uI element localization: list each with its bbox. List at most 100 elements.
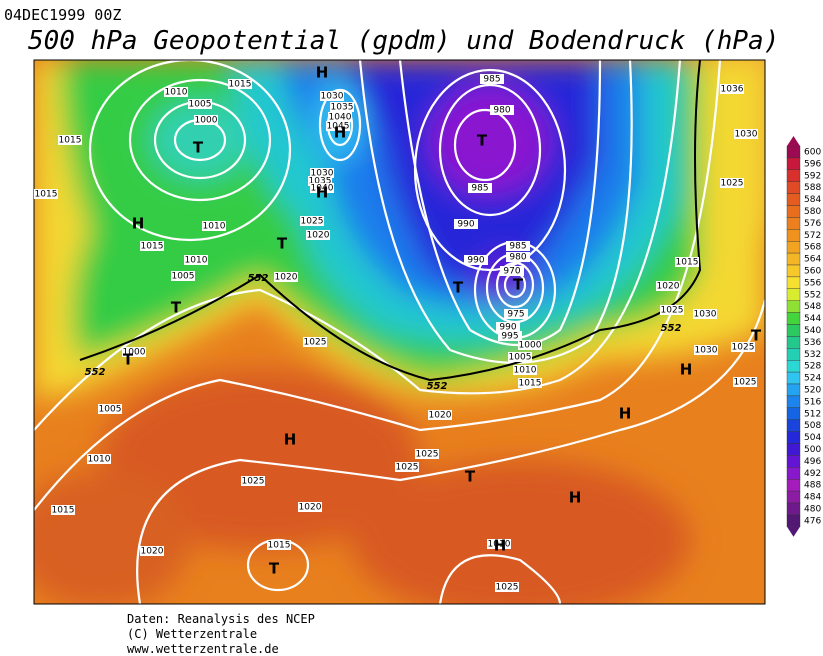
colorbar-label: 524 — [804, 374, 821, 384]
isobar-label: 980 — [509, 253, 526, 263]
isobar-label-bg — [504, 309, 528, 319]
isobar-label: 1010 — [203, 222, 226, 232]
isobar-label: 1015 — [268, 541, 291, 551]
colorbar-swatch — [786, 157, 801, 170]
colorbar-swatch — [786, 217, 801, 230]
isobar-label-bg — [202, 221, 226, 231]
colorbar-swatch — [786, 455, 801, 468]
colorbar-label: 568 — [804, 243, 821, 253]
isobar-label-bg — [480, 74, 504, 84]
map-title: 500 hPa Geopotential (gpdm) und Bodendru… — [28, 26, 779, 56]
colorbar-swatch — [786, 324, 801, 337]
colorbar-label: 528 — [804, 362, 821, 372]
isobar-label-bg — [675, 257, 699, 267]
isobar-label: 1000 — [195, 116, 218, 126]
colorbar-swatch — [786, 252, 801, 266]
isobar-label-bg — [518, 378, 542, 388]
isobar-label: 1020 — [299, 503, 322, 513]
isobar-label: 1000 — [123, 348, 146, 358]
colorbar-label: 576 — [804, 219, 821, 229]
isobar-label: 1020 — [275, 273, 298, 283]
map-frame — [33, 59, 766, 605]
contour-label: 552 — [427, 381, 448, 392]
colorbar-swatch — [786, 288, 801, 301]
pressure-center: T — [193, 139, 204, 157]
colorbar-label: 572 — [804, 231, 821, 241]
colorbar-label: 520 — [804, 385, 821, 395]
isobar-label-bg — [495, 582, 519, 592]
colorbar-swatch — [786, 348, 801, 361]
pressure-center: T — [269, 560, 280, 578]
isobar-label-bg — [51, 505, 75, 515]
isobar-label-bg — [140, 241, 164, 251]
isobar-label: 1010 — [185, 256, 208, 266]
contour-552 — [79, 60, 702, 382]
colorbar-swatch — [786, 419, 801, 432]
isobar-label: 1005 — [172, 272, 195, 282]
colorbar-swatch — [786, 467, 801, 480]
date-label: 04DEC1999 00Z — [4, 6, 121, 24]
pressure-center: H — [569, 489, 582, 507]
isobar-label: 1025 — [304, 338, 327, 348]
isobar-label-bg — [87, 454, 111, 464]
colorbar-label: 492 — [804, 469, 821, 479]
isobar-label-bg — [306, 230, 330, 240]
isobar-label-bg — [330, 102, 354, 112]
isobar-label: 1015 — [141, 242, 164, 252]
isobar-label-bg — [310, 183, 334, 193]
pressure-center: H — [334, 124, 347, 142]
isobar-label: 970 — [503, 267, 520, 277]
isobar-label-bg — [164, 87, 188, 97]
isobar-label: 1035 — [331, 103, 354, 113]
colorbar-swatch — [786, 371, 801, 385]
isobar-label-bg — [267, 540, 291, 550]
colorbar-label: 580 — [804, 207, 821, 217]
isobar-label-bg — [415, 449, 439, 459]
isobar-label: 1025 — [396, 463, 419, 473]
isobar-label: 1010 — [514, 366, 537, 376]
colorbar-label: 592 — [804, 171, 821, 181]
isobar-label: 1030 — [695, 346, 718, 356]
isobar-label-bg — [241, 476, 265, 486]
colorbar-swatch — [786, 502, 801, 516]
isobar-label: 1025 — [732, 343, 755, 353]
colorbar-label: 556 — [804, 278, 821, 288]
isobar-label: 1025 — [496, 583, 519, 593]
isobar-label-bg — [734, 129, 758, 139]
colorbar-arrow-bottom — [787, 526, 800, 537]
colorbar-label: 508 — [804, 421, 821, 431]
colorbar-swatch — [786, 169, 801, 182]
isobar-label: 1015 — [35, 190, 58, 200]
pressure-center: H — [132, 215, 145, 233]
isobar-label: 1030 — [694, 310, 717, 320]
colorbar-label: 564 — [804, 255, 821, 265]
isobar-label-bg — [660, 305, 684, 315]
isobar-label-bg — [58, 135, 82, 145]
isobar-label-bg — [464, 255, 488, 265]
isobar-label-bg — [487, 539, 511, 549]
isobar-label: 1005 — [189, 100, 212, 110]
footer-source: Daten: Reanalysis des NCEP — [127, 612, 315, 626]
isobar-label: 1020 — [657, 282, 680, 292]
isobar-label-bg — [308, 176, 332, 186]
isobar-label: 1035 — [309, 177, 332, 187]
pressure-center: H — [619, 405, 632, 423]
isobar-label: 985 — [471, 184, 488, 194]
isobar-label: 990 — [467, 256, 484, 266]
isobar-label-bg — [496, 322, 520, 332]
isobar-label-bg — [171, 271, 195, 281]
isobar-label-bg — [720, 178, 744, 188]
colorbar-swatch — [786, 360, 801, 373]
isobar-label: 1045 — [327, 122, 350, 132]
isobar-label-bg — [720, 84, 744, 94]
isobar-label-bg — [298, 502, 322, 512]
colorbar-label: 552 — [804, 290, 821, 300]
isobar-label: 1025 — [301, 217, 324, 227]
pressure-center: T — [171, 299, 182, 317]
contour-label: 552 — [85, 367, 106, 378]
colorbar-label: 480 — [804, 504, 821, 514]
isobar-label: 1015 — [229, 80, 252, 90]
colorbar-label: 512 — [804, 409, 821, 419]
isobar-label-bg — [328, 112, 352, 122]
isobar-label: 1010 — [88, 455, 111, 465]
